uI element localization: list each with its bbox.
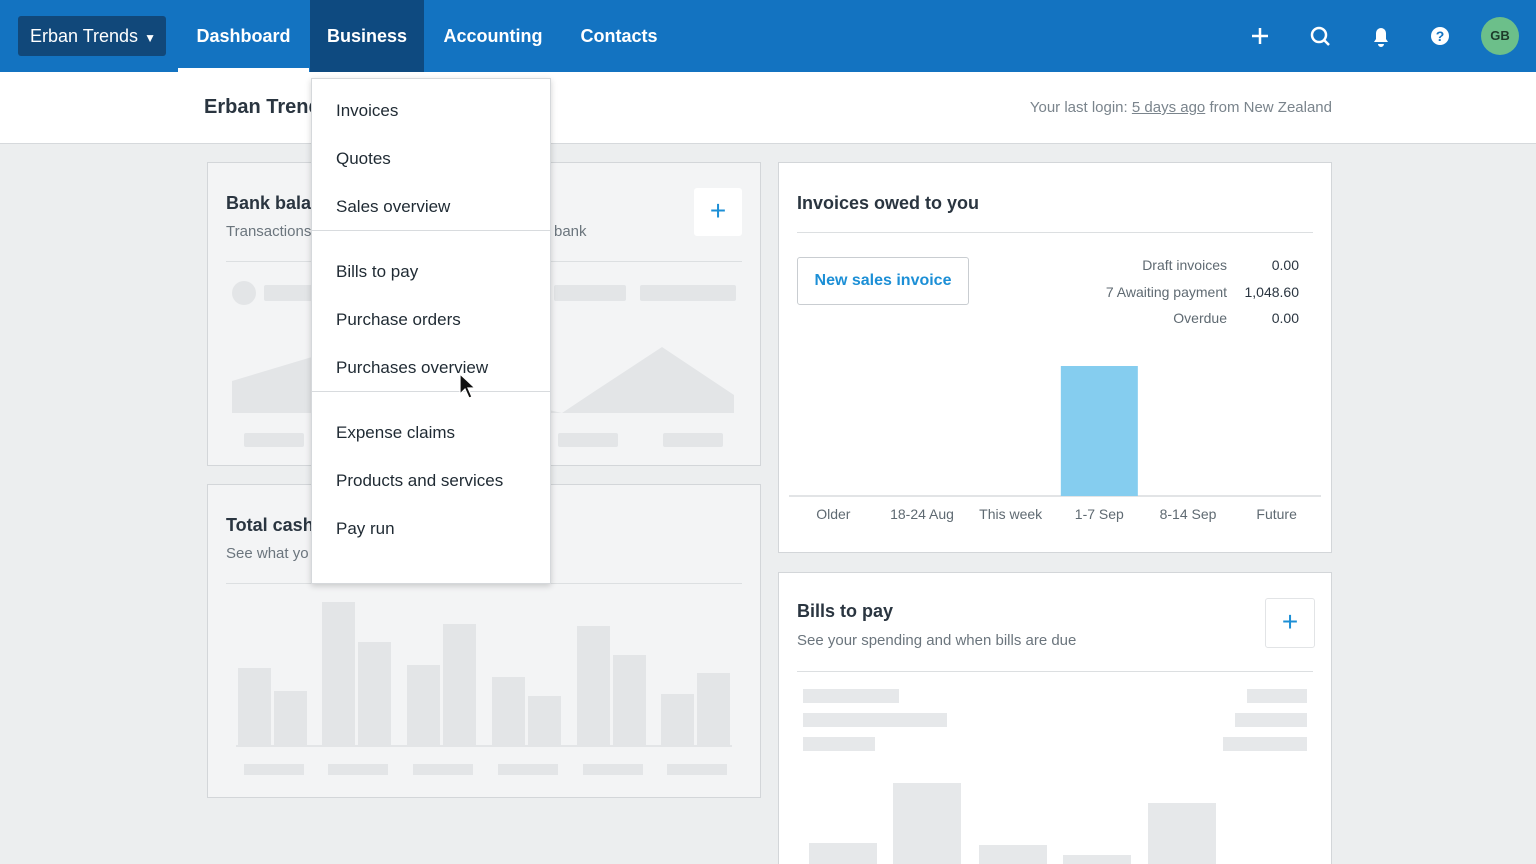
- org-name: Erban Trends: [30, 26, 139, 46]
- menu-item[interactable]: Sales overview: [336, 197, 451, 216]
- menu-item[interactable]: Expense claims: [336, 423, 456, 442]
- invoices-card: Invoices owed to you New sales invoice D…: [778, 162, 1332, 553]
- bills-card: Bills to pay See your spending and when …: [778, 572, 1332, 864]
- menu-item[interactable]: Invoices: [336, 101, 399, 120]
- skeleton: [244, 433, 304, 447]
- menu-item[interactable]: Products and services: [336, 471, 504, 490]
- skeleton: [264, 285, 324, 301]
- menu-item[interactable]: Purchase orders: [336, 310, 461, 329]
- new-invoice-button[interactable]: New sales invoice: [797, 257, 969, 305]
- add-icon[interactable]: [1252, 28, 1268, 44]
- search-icon[interactable]: [1310, 26, 1328, 44]
- summary-label: Draft invoices: [1142, 257, 1227, 273]
- menu-item[interactable]: Pay run: [336, 519, 395, 538]
- text: from New Zealand: [1209, 99, 1332, 116]
- x-tick-label: 1-7 Sep: [1075, 506, 1124, 522]
- menu-item[interactable]: Purchases overview: [336, 358, 489, 377]
- menu-item[interactable]: Quotes: [336, 149, 391, 168]
- summary-row: 7 Awaiting payment 1,048.60: [1039, 284, 1313, 306]
- top-nav: Erban Trends ▼ Dashboard Business Account…: [0, 0, 1536, 72]
- card-title: Total cash: [226, 515, 314, 535]
- summary-amount: 0.00: [1271, 257, 1299, 273]
- last-login: Your last login: 5 days ago from New Zea…: [1030, 99, 1332, 116]
- divider: [797, 232, 1313, 233]
- bar: [1060, 366, 1138, 496]
- org-switcher[interactable]: Erban Trends ▼: [18, 16, 166, 56]
- card-title: Bills to pay: [797, 601, 894, 621]
- summary-label: 7 Awaiting payment: [1105, 283, 1227, 300]
- x-tick-label: Older: [816, 506, 851, 522]
- card-subtitle: See what yo: [226, 545, 309, 562]
- org-heading: Erban Trends: [204, 96, 332, 118]
- menu-divider: [312, 230, 550, 231]
- summary-row: Draft invoices 0.00: [1039, 257, 1313, 279]
- summary-amount: 0.00: [1271, 310, 1299, 326]
- skeleton: [558, 433, 618, 447]
- summary-amount: 1,048.60: [1244, 283, 1300, 300]
- bell-icon[interactable]: [1374, 28, 1388, 47]
- skeleton: [640, 285, 736, 301]
- nav-tab[interactable]: Business: [326, 26, 408, 46]
- card-title: Invoices owed to you: [797, 193, 980, 213]
- summary-row: Overdue 0.00: [1039, 310, 1313, 332]
- x-tick-label: This week: [979, 506, 1043, 522]
- skeleton: [803, 689, 1307, 864]
- avatar[interactable]: GB: [1481, 17, 1519, 55]
- chart: Older 18-24 Aug This week 1-7 Sep 8-14 Sep Fu…: [789, 366, 1321, 522]
- nav-tab[interactable]: Accounting: [443, 26, 543, 46]
- skeleton: [663, 433, 723, 447]
- card-subtitle: Transactions: [226, 223, 312, 240]
- card-subtitle: See your spending and when bills are due: [797, 632, 1077, 649]
- menu-item[interactable]: Bills to pay: [336, 262, 419, 281]
- text: Your last login:: [1029, 99, 1128, 116]
- skeleton: [232, 281, 256, 305]
- business-menu: Invoices Quotes Sales overview Bills to pay…: [311, 78, 551, 584]
- help-icon[interactable]: [1431, 27, 1449, 45]
- nav-tab[interactable]: Contacts: [580, 26, 658, 46]
- skeleton: [554, 285, 626, 301]
- nav-icons: ?: [1252, 26, 1449, 47]
- business-active: [310, 0, 424, 72]
- mouse-cursor: [459, 372, 477, 399]
- skeleton-bars: [236, 602, 732, 775]
- add-button[interactable]: +: [1265, 598, 1315, 648]
- x-tick-label: Future: [1256, 506, 1297, 522]
- add-button[interactable]: +: [694, 188, 742, 236]
- sub-header: Erban Trends Your last login: 5 days ago…: [0, 72, 1536, 144]
- x-tick-label: 8-14 Sep: [1160, 506, 1217, 522]
- active-underline: [178, 68, 309, 72]
- x-tick-label: 18-24 Aug: [890, 506, 954, 522]
- menu-divider: [312, 391, 550, 392]
- summary-label: Overdue: [1173, 310, 1227, 326]
- link[interactable]: 5 days ago: [1131, 99, 1206, 116]
- card-title: Bank bala: [226, 193, 312, 213]
- svg-text:?: ?: [1436, 28, 1445, 44]
- card-subtitle: bank: [554, 223, 587, 240]
- nav-tab[interactable]: Dashboard: [196, 26, 291, 46]
- divider: [797, 671, 1313, 672]
